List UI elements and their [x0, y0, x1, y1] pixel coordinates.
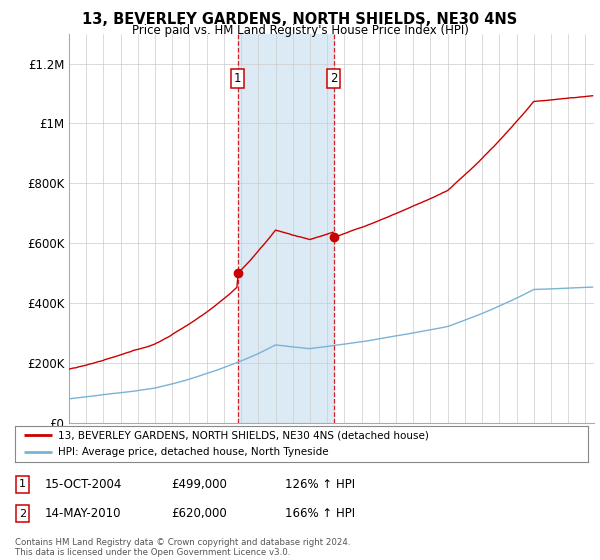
Text: 126% ↑ HPI: 126% ↑ HPI [285, 478, 355, 491]
Text: 13, BEVERLEY GARDENS, NORTH SHIELDS, NE30 4NS: 13, BEVERLEY GARDENS, NORTH SHIELDS, NE3… [82, 12, 518, 27]
Text: 2: 2 [330, 72, 337, 85]
Text: 166% ↑ HPI: 166% ↑ HPI [285, 507, 355, 520]
Bar [238, 34, 334, 423]
Text: 2: 2 [19, 508, 26, 519]
Text: 13, BEVERLEY GARDENS, NORTH SHIELDS, NE30 4NS (detached house): 13, BEVERLEY GARDENS, NORTH SHIELDS, NE3… [58, 431, 429, 440]
Text: 1: 1 [234, 72, 241, 85]
Text: Price paid vs. HM Land Registry's House Price Index (HPI): Price paid vs. HM Land Registry's House … [131, 24, 469, 37]
Text: 15-OCT-2004: 15-OCT-2004 [45, 478, 122, 491]
Text: Contains HM Land Registry data © Crown copyright and database right 2024.
This d: Contains HM Land Registry data © Crown c… [15, 538, 350, 557]
Text: 1: 1 [19, 479, 26, 489]
Text: HPI: Average price, detached house, North Tyneside: HPI: Average price, detached house, Nort… [58, 447, 329, 457]
Text: £499,000: £499,000 [171, 478, 227, 491]
Text: 14-MAY-2010: 14-MAY-2010 [45, 507, 121, 520]
Text: £620,000: £620,000 [171, 507, 227, 520]
